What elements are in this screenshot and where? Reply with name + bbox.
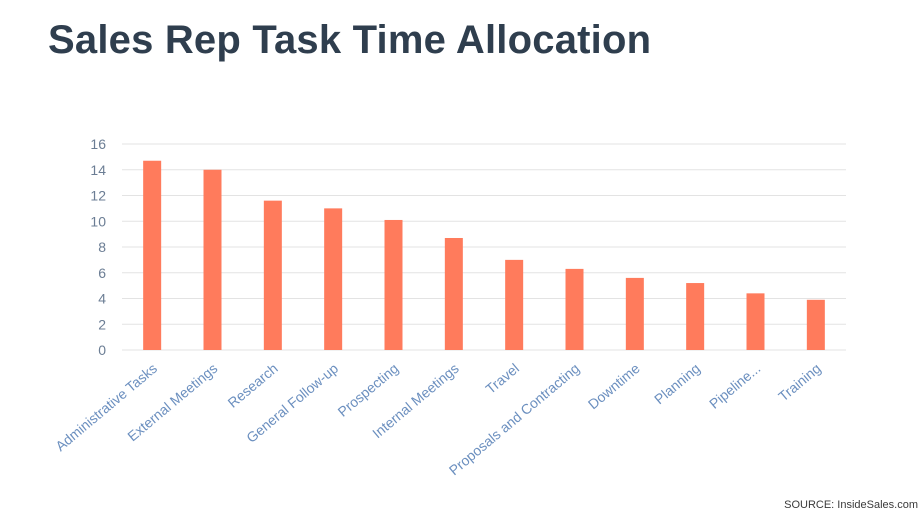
x-tick-label: Administrative Tasks [52, 360, 160, 454]
gridlines [122, 143, 846, 351]
x-tick-label: Travel [482, 360, 522, 397]
source-note: SOURCE: InsideSales.com [784, 499, 918, 511]
bar-proposals-and-contracting [565, 268, 584, 350]
bar-travel [505, 259, 524, 350]
x-tick-label: Pipeline... [706, 360, 763, 412]
x-tick-label: Downtime [585, 360, 643, 412]
bar-pipeline [746, 293, 765, 350]
bar-general-follow-up [324, 208, 343, 350]
y-axis-ticks: 0 2 4 6 8 10 12 14 16 [90, 136, 106, 358]
y-tick-label: 12 [90, 188, 106, 204]
bar-internal-meetings [444, 237, 463, 350]
x-tick-label: Planning [651, 360, 703, 407]
y-tick-label: 8 [98, 239, 106, 255]
y-tick-label: 6 [98, 265, 106, 281]
y-tick-label: 2 [98, 316, 106, 332]
chart-title: Sales Rep Task Time Allocation [48, 18, 652, 62]
bar-external-meetings [203, 169, 222, 350]
y-tick-label: 0 [98, 342, 106, 358]
x-tick-label: Training [775, 360, 824, 404]
bar-research [263, 200, 282, 350]
bar-administrative-tasks [143, 160, 162, 350]
y-tick-label: 14 [90, 162, 106, 178]
bars [143, 160, 825, 350]
y-tick-label: 10 [90, 213, 106, 229]
bar-downtime [625, 277, 644, 350]
bar-planning [686, 283, 705, 350]
bar-training [806, 299, 825, 350]
y-tick-label: 16 [90, 136, 106, 152]
x-tick-label: Research [225, 360, 281, 411]
y-tick-label: 4 [98, 291, 106, 307]
bar-prospecting [384, 219, 403, 350]
